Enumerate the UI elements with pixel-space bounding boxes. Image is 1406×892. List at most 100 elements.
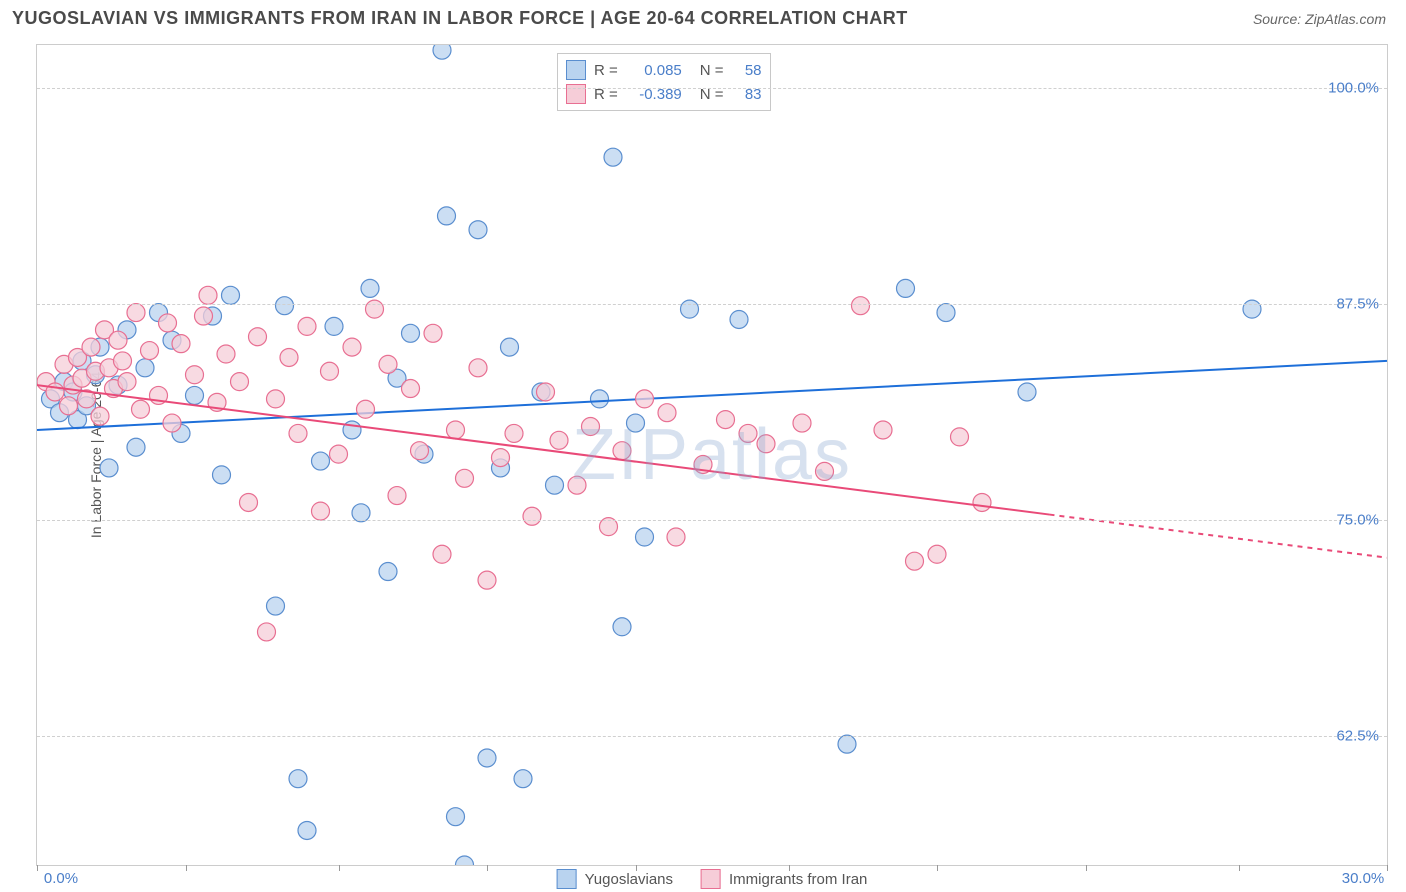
data-point	[906, 552, 924, 570]
data-point	[231, 373, 249, 391]
data-point	[447, 808, 465, 826]
data-point	[280, 348, 298, 366]
data-point	[838, 735, 856, 753]
data-point	[951, 428, 969, 446]
data-point	[325, 317, 343, 335]
corr-legend-row: R =-0.389N =83	[566, 82, 762, 106]
data-point	[658, 404, 676, 422]
data-point	[298, 821, 316, 839]
data-point	[469, 221, 487, 239]
page-title: YUGOSLAVIAN VS IMMIGRANTS FROM IRAN IN L…	[12, 8, 908, 29]
data-point	[456, 856, 474, 865]
data-point	[118, 373, 136, 391]
y-tick-label: 75.0%	[1336, 511, 1379, 528]
data-point	[757, 435, 775, 453]
x-tick-mark	[1387, 865, 1388, 871]
data-point	[514, 770, 532, 788]
y-tick-label: 87.5%	[1336, 295, 1379, 312]
data-point	[523, 507, 541, 525]
legend-item: Immigrants from Iran	[701, 869, 867, 889]
data-point	[492, 449, 510, 467]
data-point	[343, 338, 361, 356]
data-point	[469, 359, 487, 377]
data-point	[91, 407, 109, 425]
data-point	[537, 383, 555, 401]
data-point	[411, 442, 429, 460]
corr-r-label: R =	[594, 62, 618, 79]
x-tick-mark	[487, 865, 488, 871]
header: YUGOSLAVIAN VS IMMIGRANTS FROM IRAN IN L…	[0, 0, 1406, 35]
y-tick-label: 100.0%	[1328, 80, 1379, 97]
data-point	[100, 459, 118, 477]
data-point	[240, 493, 258, 511]
data-point	[361, 279, 379, 297]
data-point	[132, 400, 150, 418]
data-point	[546, 476, 564, 494]
data-point	[366, 300, 384, 318]
data-point	[1018, 383, 1036, 401]
data-point	[330, 445, 348, 463]
data-point	[195, 307, 213, 325]
x-tick-mark	[1239, 865, 1240, 871]
data-point	[289, 770, 307, 788]
data-point	[627, 414, 645, 432]
data-point	[438, 207, 456, 225]
x-tick-label: 0.0%	[44, 870, 78, 887]
data-point	[433, 545, 451, 563]
corr-n-value: 58	[732, 62, 762, 79]
x-tick-mark	[789, 865, 790, 871]
data-point	[217, 345, 235, 363]
data-point	[636, 528, 654, 546]
data-point	[613, 442, 631, 460]
data-point	[505, 424, 523, 442]
data-point	[424, 324, 442, 342]
data-point	[222, 286, 240, 304]
x-tick-mark	[186, 865, 187, 871]
data-point	[681, 300, 699, 318]
data-point	[550, 431, 568, 449]
data-point	[388, 487, 406, 505]
data-point	[258, 623, 276, 641]
data-point	[402, 324, 420, 342]
data-point	[114, 352, 132, 370]
x-tick-mark	[37, 865, 38, 871]
x-tick-mark	[1086, 865, 1087, 871]
data-point	[289, 424, 307, 442]
data-point	[321, 362, 339, 380]
x-tick-mark	[339, 865, 340, 871]
data-point	[199, 286, 217, 304]
gridline	[37, 88, 1387, 89]
legend-swatch	[566, 84, 586, 104]
corr-n-label: N =	[700, 62, 724, 79]
data-point	[82, 338, 100, 356]
data-point	[667, 528, 685, 546]
data-point	[591, 390, 609, 408]
data-point	[127, 304, 145, 322]
data-point	[186, 366, 204, 384]
correlation-chart: In Labor Force | Age 20-64 ZIPatlas R =0…	[36, 44, 1388, 866]
data-point	[159, 314, 177, 332]
data-point	[973, 493, 991, 511]
plot-svg	[37, 45, 1387, 865]
gridline	[37, 304, 1387, 305]
corr-legend-row: R = 0.085 N = 58	[566, 58, 762, 82]
data-point	[213, 466, 231, 484]
data-point	[433, 45, 451, 59]
data-point	[109, 331, 127, 349]
data-point	[379, 355, 397, 373]
data-point	[739, 424, 757, 442]
data-point	[604, 148, 622, 166]
corr-r-value: 0.085	[626, 62, 682, 79]
data-point	[127, 438, 145, 456]
data-point	[478, 749, 496, 767]
legend-label: Yugoslavians	[585, 871, 673, 888]
data-point	[874, 421, 892, 439]
legend-swatch	[701, 869, 721, 889]
data-point	[717, 411, 735, 429]
data-point	[852, 297, 870, 315]
data-point	[186, 386, 204, 404]
y-tick-label: 62.5%	[1336, 727, 1379, 744]
data-point	[312, 452, 330, 470]
data-point	[379, 563, 397, 581]
data-point	[478, 571, 496, 589]
